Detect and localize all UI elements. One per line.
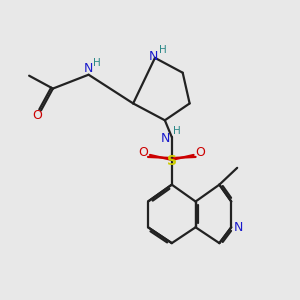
Text: N: N: [84, 62, 93, 75]
Text: H: H: [159, 45, 167, 55]
Text: S: S: [167, 154, 177, 168]
Text: O: O: [196, 146, 206, 160]
Text: O: O: [138, 146, 148, 160]
Text: H: H: [93, 58, 101, 68]
Text: N: N: [148, 50, 158, 63]
Text: H: H: [173, 126, 181, 136]
Text: O: O: [32, 109, 42, 122]
Text: N: N: [161, 132, 170, 145]
Text: N: N: [233, 221, 243, 234]
